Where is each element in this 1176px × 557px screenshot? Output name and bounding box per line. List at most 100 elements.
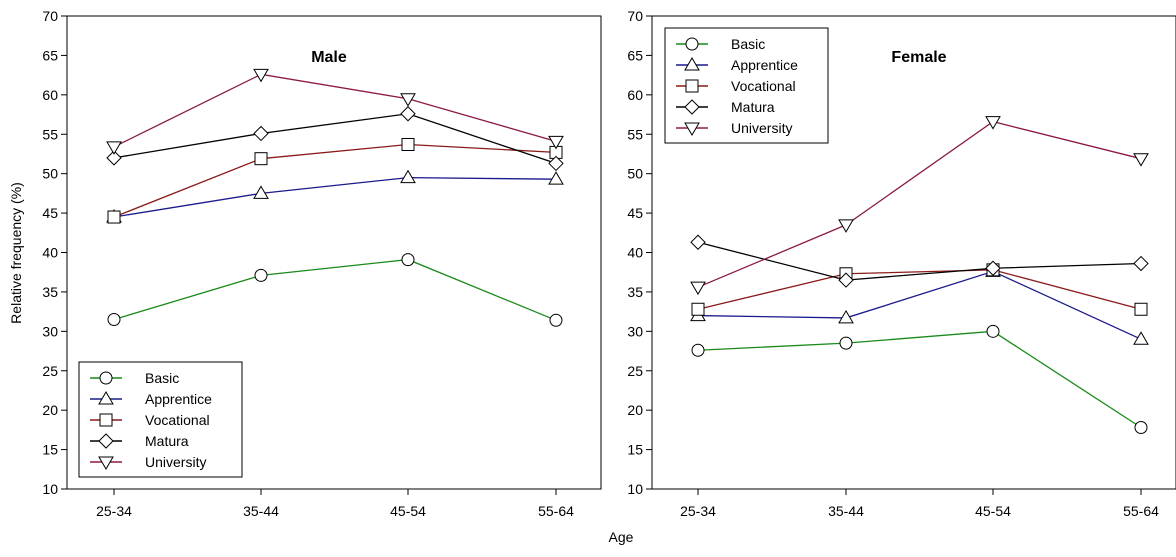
male-legend-label-matura: Matura	[145, 433, 189, 449]
female-x-tick-label: 25-34	[680, 503, 716, 519]
female-legend: Basic Apprentice Vocational Matura Universit…	[664, 27, 829, 144]
female-series-line-university	[697, 120, 1142, 288]
male-y-tick-label: 70	[42, 8, 58, 24]
male-y-tick-label: 50	[42, 166, 58, 182]
male-legend-marker-vocational	[99, 413, 113, 427]
male-y-tick-label: 55	[42, 126, 58, 142]
female-y-tick-label: 70	[627, 8, 643, 24]
male-y-tick-label: 30	[42, 323, 58, 339]
female-point-university	[838, 219, 854, 233]
female-point-vocational	[691, 302, 705, 316]
female-series-line-vocational	[697, 269, 1142, 310]
male-series-line-university	[113, 73, 557, 148]
female-y-tick-label: 60	[627, 87, 643, 103]
female-legend-marker-university	[684, 122, 700, 136]
male-point-matura	[106, 150, 122, 166]
female-point-basic	[986, 324, 1000, 338]
male-legend-label-vocational: Vocational	[145, 412, 210, 428]
female-legend-marker-matura	[684, 99, 700, 115]
male-point-matura	[400, 106, 416, 122]
male-y-tick-label: 40	[42, 245, 58, 261]
female-x-tick-label: 35-44	[828, 503, 864, 519]
female-y-tick-label: 25	[627, 363, 643, 379]
female-y-tick-label: 30	[627, 323, 643, 339]
female-legend-marker-apprentice	[684, 57, 700, 71]
male-series-line-apprentice	[113, 176, 557, 218]
male-point-vocational	[401, 137, 415, 151]
female-point-university	[690, 281, 706, 296]
female-y-tick-label: 45	[627, 205, 643, 221]
male-series-line-vocational	[113, 143, 557, 218]
x-axis-title: Age	[609, 529, 634, 545]
male-legend-label-university: University	[145, 454, 206, 470]
male-point-vocational	[254, 152, 268, 166]
male-legend-marker-apprentice	[98, 391, 114, 405]
male-point-apprentice	[548, 171, 564, 185]
male-series-line-basic	[113, 258, 557, 321]
male-point-matura	[548, 155, 564, 172]
female-legend-marker-basic	[685, 37, 699, 51]
male-point-basic	[549, 313, 563, 327]
panel-female: 10 15 20 25 30 35 40 45 50 55 60 65 70 25-34 35-44 45-5…	[627, 8, 1176, 519]
male-x-tick-label: 25-34	[96, 503, 132, 519]
female-point-apprentice	[838, 309, 854, 324]
male-series-line-matura	[113, 113, 557, 165]
male-point-apprentice	[400, 169, 416, 184]
male-legend-marker-university	[98, 456, 114, 470]
female-point-university	[985, 116, 1001, 130]
female-y-tick-label: 55	[627, 126, 643, 142]
male-y-tick-label: 60	[42, 87, 58, 103]
male-point-university	[400, 93, 416, 107]
male-y-tick-label: 65	[42, 47, 58, 63]
male-legend-label-apprentice: Apprentice	[145, 391, 212, 407]
female-y-tick-label: 50	[627, 166, 643, 182]
male-x-tick-label: 35-44	[243, 503, 279, 519]
female-point-vocational	[1134, 302, 1148, 316]
male-y-tick-label: 45	[42, 205, 58, 221]
female-legend-label-apprentice: Apprentice	[731, 57, 798, 73]
female-legend-label-university: University	[731, 120, 792, 136]
male-y-tick-label: 35	[42, 284, 58, 300]
male-y-tick-label: 15	[42, 442, 58, 458]
female-legend-label-vocational: Vocational	[731, 78, 796, 94]
male-y-tick-label: 20	[42, 402, 58, 418]
male-point-university	[106, 141, 122, 155]
female-point-university	[1133, 153, 1149, 167]
male-legend-marker-basic	[99, 371, 113, 385]
male-x-tick-label: 45-54	[390, 503, 426, 519]
female-y-tick-label: 65	[627, 47, 643, 63]
female-series-line-matura	[697, 241, 1142, 281]
female-y-tick-label: 10	[627, 481, 643, 497]
male-point-basic	[254, 268, 268, 282]
male-panel-title: Male	[311, 49, 347, 66]
male-x-tick-label: 55-64	[538, 503, 574, 519]
male-point-university	[253, 68, 269, 83]
female-point-basic	[691, 343, 705, 357]
male-y-tick-label: 10	[42, 481, 58, 497]
female-legend-marker-vocational	[685, 79, 699, 93]
female-point-matura	[1133, 255, 1149, 272]
female-point-matura	[690, 234, 706, 250]
male-legend: Basic Apprentice Vocational Matura Universit…	[78, 361, 243, 478]
male-point-apprentice	[253, 185, 269, 199]
female-x-tick-label: 55-64	[1123, 503, 1159, 519]
female-y-tick-label: 20	[627, 402, 643, 418]
female-panel-title: Female	[891, 49, 946, 66]
female-point-matura	[985, 260, 1001, 276]
female-legend-label-matura: Matura	[731, 99, 775, 115]
female-legend-label-basic: Basic	[731, 36, 765, 52]
female-point-matura	[838, 272, 854, 288]
female-point-apprentice	[1133, 331, 1149, 345]
female-series-line-apprentice	[697, 270, 1142, 340]
male-point-matura	[253, 125, 269, 142]
male-point-university	[548, 135, 564, 150]
female-x-tick-label: 45-54	[975, 503, 1011, 519]
male-point-basic	[401, 253, 415, 267]
male-legend-label-basic: Basic	[145, 370, 179, 386]
panel-male: 10 15 20 25 30 35 40 45 50 55 60 65 70 25-34 35-44 45-5…	[42, 8, 602, 519]
male-y-tick-label: 25	[42, 363, 58, 379]
male-point-vocational	[107, 210, 121, 224]
y-axis-title: Relative frequency (%)	[8, 182, 24, 324]
